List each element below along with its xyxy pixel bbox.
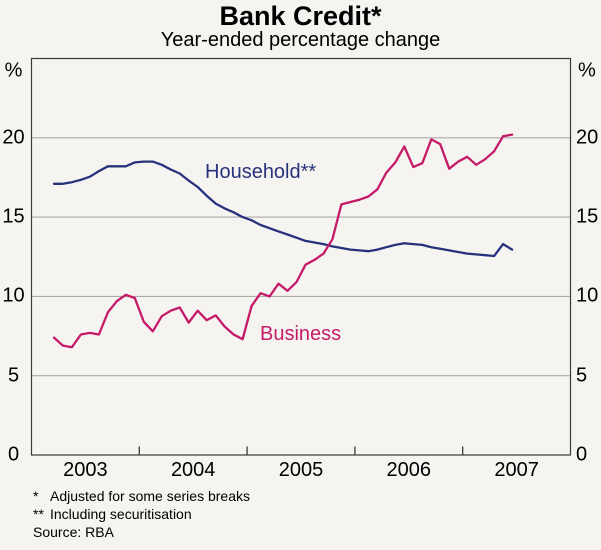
business-line (52, 133, 514, 349)
footnote-line: ** Including securitisation (33, 505, 250, 523)
y-tick-label-right-5: 5 (576, 364, 588, 387)
y-tick-label-left-10: 10 (2, 284, 25, 307)
household-line (52, 160, 514, 258)
x-tick-label-2006: 2006 (386, 459, 432, 481)
chart-subtitle: Year-ended percentage change (160, 29, 441, 51)
chart-title: Bank Credit* (219, 1, 382, 31)
footnotes-block: * Adjusted for some series breaks ** Inc… (33, 487, 250, 523)
y-axis-unit-right: % (578, 59, 596, 82)
footnote-text: Including securitisation (50, 506, 192, 522)
footnote-line: * Adjusted for some series breaks (33, 487, 250, 505)
footnote-text: Adjusted for some series breaks (50, 488, 250, 504)
series-label-household: Household** (205, 161, 317, 183)
y-tick-label-right-20: 20 (576, 126, 599, 149)
y-axis-unit-left: % (4, 59, 23, 82)
y-tick-label-right-0: 0 (576, 443, 588, 466)
x-tick-label-2003: 2003 (63, 459, 108, 481)
series-label-business: Business (260, 323, 342, 345)
footnote-marker: ** (33, 506, 44, 522)
plot-frame (30, 57, 572, 456)
source-note: Source: RBA (33, 524, 114, 540)
x-tick-label-2007: 2007 (494, 459, 539, 481)
y-tick-label-right-15: 15 (576, 205, 599, 228)
x-tick-label-2005: 2005 (278, 459, 324, 481)
y-tick-label-left-15: 15 (2, 205, 25, 228)
y-tick-label-left-5: 5 (7, 364, 20, 387)
y-tick-label-left-0: 0 (7, 443, 20, 466)
y-tick-label-right-10: 10 (576, 284, 599, 307)
x-tick-label-2004: 2004 (170, 459, 216, 481)
y-tick-label-left-20: 20 (2, 126, 25, 149)
footnote-marker: * (33, 488, 39, 504)
